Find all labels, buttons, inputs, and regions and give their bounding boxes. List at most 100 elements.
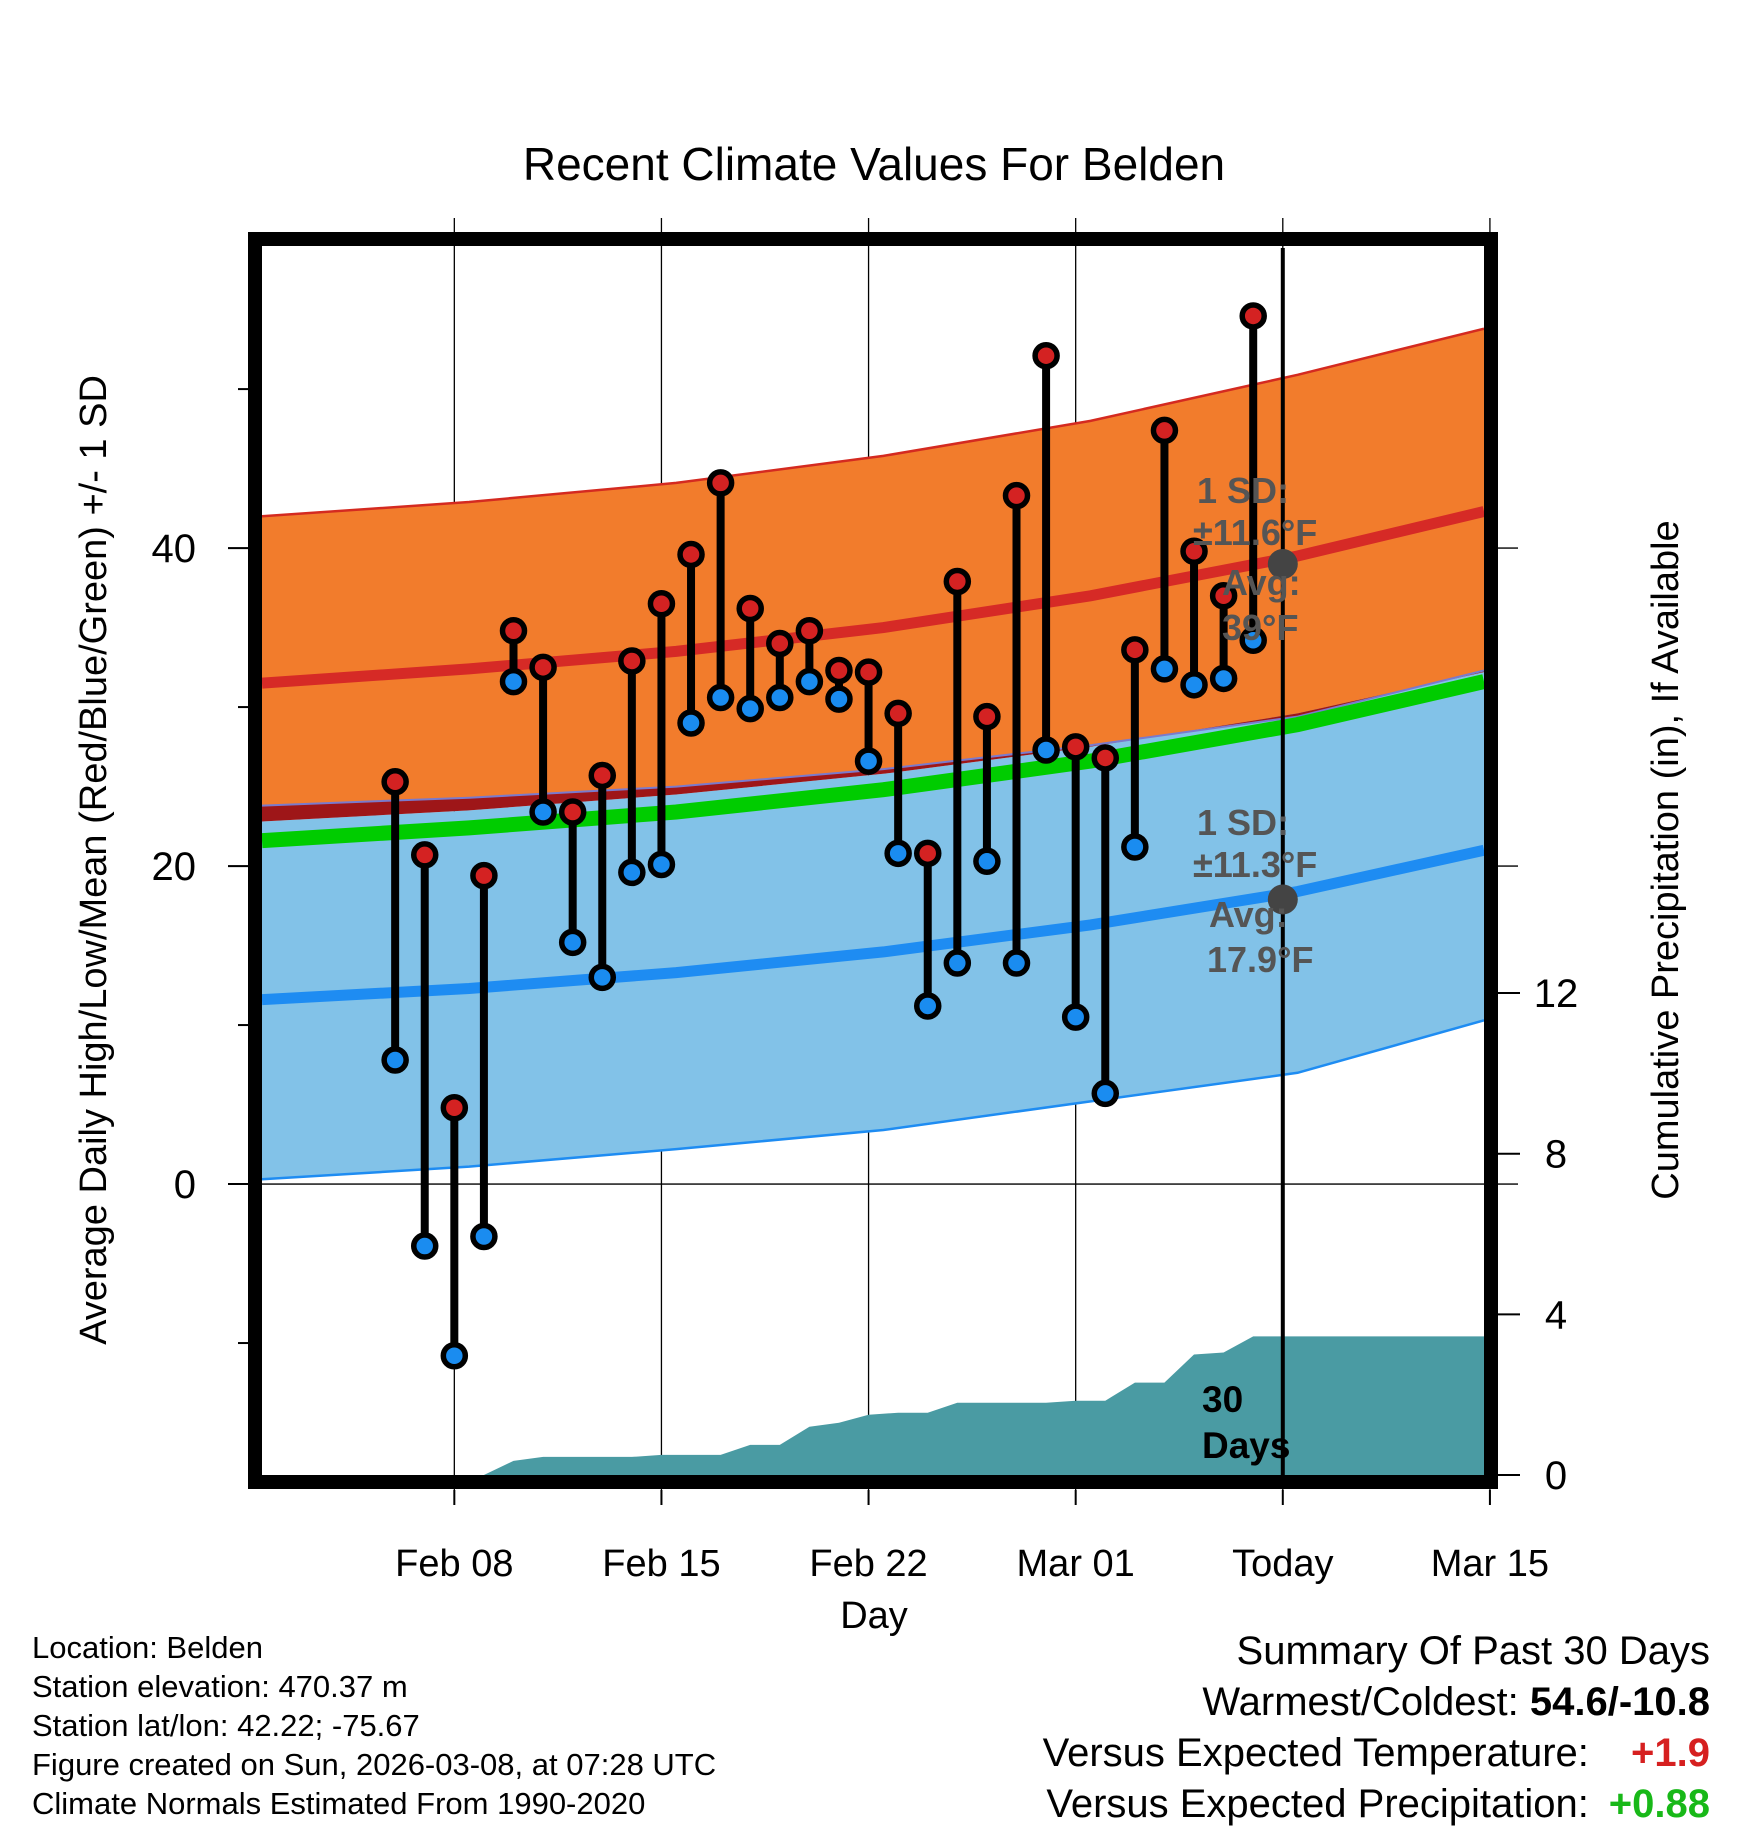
station-location: Location: Belden — [32, 1630, 263, 1665]
precip-tick-label: 4 — [1545, 1293, 1567, 1337]
observed-low-point — [854, 747, 883, 775]
observed-high-point — [1209, 582, 1238, 610]
observed-low-point — [825, 685, 853, 713]
observed-high-point — [558, 798, 587, 826]
normals-period: Climate Normals Estimated From 1990-2020 — [32, 1786, 646, 1821]
observed-low-point — [1091, 1079, 1120, 1108]
y-tick-label: 20 — [152, 845, 197, 889]
observed-high-point — [410, 841, 439, 869]
observed-high-point — [529, 653, 557, 682]
observed-high-point — [795, 617, 824, 645]
summary-temp: Versus Expected Temperature: +1.9 — [1043, 1728, 1710, 1779]
precip-anomaly-label: Versus Expected Precipitation: — [1046, 1782, 1589, 1826]
observed-high-point — [854, 658, 883, 686]
normal-bands — [262, 327, 1484, 1181]
precip-tick-label: 12 — [1534, 972, 1579, 1016]
observed-low-point — [766, 683, 794, 712]
low-avg-dot — [1267, 884, 1298, 915]
observed-high-point — [825, 656, 853, 685]
observed-high-point — [499, 617, 528, 645]
low-sd-band — [262, 672, 1484, 1180]
precip-anomaly-value: +0.88 — [1608, 1782, 1710, 1826]
high-upper-line — [262, 327, 1484, 518]
observed-high-point — [1239, 302, 1267, 330]
observed-low-point — [1209, 664, 1238, 693]
observed-high-point — [588, 761, 617, 790]
summary-heading: Summary Of Past 30 Days — [1236, 1629, 1710, 1673]
high-avg-value: 39°F — [1222, 607, 1298, 648]
observed-low-point — [795, 667, 824, 696]
low-sd-label: 1 SD: — [1197, 802, 1289, 843]
y-tick-label: 40 — [152, 527, 197, 571]
observed-low-point — [884, 839, 912, 868]
precip-tick-label: 8 — [1545, 1133, 1567, 1177]
observed-high-point — [618, 647, 646, 675]
mean-normal-line — [262, 674, 1484, 849]
station-info: Location: Belden Station elevation: 470.… — [32, 1628, 716, 1823]
observed-low-point — [1121, 833, 1149, 861]
observed-high-point — [381, 768, 409, 796]
observed-low-point — [381, 1046, 409, 1074]
observed-low-point — [1150, 655, 1179, 683]
high-sd-label: 1 SD: — [1197, 470, 1289, 511]
station-latlon: Station lat/lon: 42.22; -75.67 — [32, 1708, 420, 1743]
observed-low-point — [913, 992, 942, 1020]
observed-low-point — [1002, 949, 1031, 977]
axes: Feb 08 Feb 15 Feb 22 Mar 01 Today Mar 1502040… — [152, 388, 1579, 1585]
observed-high-point — [1091, 744, 1120, 772]
low-normal-line — [262, 844, 1484, 1006]
observed-low-point — [410, 1232, 439, 1260]
summary-panel: Summary Of Past 30 Days Warmest/Coldest:… — [1043, 1626, 1710, 1830]
warm-cold-label: Warmest/Coldest: — [1202, 1680, 1519, 1724]
observed-low-point — [529, 798, 557, 826]
warm-cold-value: 54.6/-10.8 — [1529, 1680, 1710, 1724]
observed-low-point — [677, 709, 705, 737]
figure-created: Figure created on Sun, 2026-03-08, at 07… — [32, 1747, 717, 1782]
x-axis-label: Day — [840, 1595, 908, 1637]
x-tick-label: Mar 01 — [1017, 1543, 1135, 1585]
observed-low-point — [1239, 626, 1267, 655]
high-normal-line — [262, 506, 1484, 689]
observed-high-point — [1150, 416, 1179, 445]
observed-low-point — [1180, 671, 1208, 699]
observed-high-point — [884, 699, 912, 728]
precip-tick-label: 0 — [1545, 1454, 1567, 1498]
window-length-unit: Days — [1202, 1425, 1290, 1466]
observed-low-point — [973, 847, 1001, 876]
observed-high-point — [913, 839, 942, 868]
window-length-number: 30 — [1202, 1379, 1243, 1420]
plot-border — [248, 232, 1498, 1489]
summary-precip: Versus Expected Precipitation: +0.88 — [1043, 1779, 1710, 1830]
x-tick-label: Feb 22 — [809, 1543, 927, 1585]
observed-low-point — [1061, 1003, 1090, 1031]
observed-low-point — [588, 963, 617, 992]
observed-low-point — [558, 928, 587, 957]
observed-high-point — [677, 540, 705, 569]
low-sd-value: ±11.3°F — [1193, 844, 1317, 885]
station-elevation: Station elevation: 470.37 m — [32, 1669, 408, 1704]
low-lower-line — [262, 1019, 1484, 1181]
observed-high-point — [943, 567, 972, 596]
high-sd-band — [262, 328, 1484, 806]
x-tick-label: Today — [1232, 1543, 1333, 1585]
x-tick-label: Feb 15 — [602, 1543, 720, 1585]
observed-high-point — [736, 594, 764, 623]
temp-anomaly-value: +1.9 — [1631, 1731, 1710, 1775]
observed-high-point — [766, 629, 794, 658]
observed-temperatures — [381, 248, 1285, 1475]
summary-warm-cold: Warmest/Coldest: 54.6/-10.8 — [1043, 1677, 1710, 1728]
observed-high-point — [1002, 481, 1031, 510]
x-tick-label: Feb 08 — [395, 1543, 513, 1585]
observed-low-point — [440, 1342, 469, 1370]
observed-low-point — [1032, 736, 1060, 764]
y-axis-label: Average Daily High/Low/Mean (Red/Blue/Gr… — [73, 375, 115, 1345]
observed-high-point — [1061, 733, 1090, 761]
right-axis-label: Cumulative Precipitation (in), If Availa… — [1645, 520, 1687, 1199]
observed-high-point — [706, 469, 735, 497]
observed-high-point — [1032, 341, 1060, 370]
observed-high-point — [1180, 537, 1208, 566]
observed-low-point — [499, 667, 528, 696]
low-avg-label: Avg: — [1209, 894, 1288, 935]
